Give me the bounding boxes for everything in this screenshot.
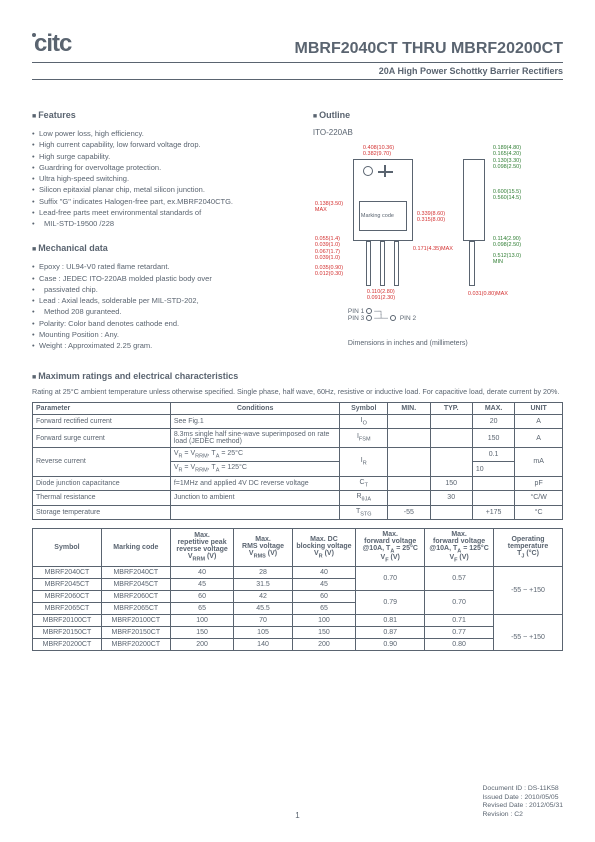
col-vrms: Max.RMS voltageVRMS (V) — [234, 528, 292, 566]
table-row: Forward surge current8.3ms single half s… — [33, 429, 563, 448]
col-vf125: Max.forward voltage@10A, TA = 125°CVF (V… — [425, 528, 494, 566]
marking-code-label: Marking code — [361, 213, 394, 219]
table-row: MBRF2060CTMBRF2060CT6042600.790.70 — [33, 590, 563, 602]
col-max: MAX. — [472, 402, 514, 414]
col-marking: Marking code — [101, 528, 170, 566]
doc-id: Document ID : DS-11K58 — [483, 785, 563, 794]
mech-item: Weight : Approximated 2.25 gram. — [32, 340, 303, 351]
col-min: MIN. — [388, 402, 430, 414]
table-row: MBRF2040CTMBRF2040CT4028400.700.57-55 ~ … — [33, 566, 563, 578]
package-label: ITO-220AB — [313, 128, 563, 137]
feature-item: Silicon epitaxial planar chip, metal sil… — [32, 184, 303, 195]
mech-item: Mounting Position : Any. — [32, 329, 303, 340]
mech-item: Epoxy : UL94-V0 rated flame retardant. — [32, 261, 303, 272]
subtitle: 20A High Power Schottky Barrier Rectifie… — [32, 63, 563, 80]
package-diagram: Marking code 0.408(10.36) 0.382(9.70) 0.… — [313, 141, 543, 336]
page-title: MBRF2040CT THRU MBRF20200CT — [295, 40, 564, 58]
logo: citc — [32, 30, 71, 58]
feature-item: High surge capability. — [32, 151, 303, 162]
feature-item: Guardring for overvoltage protection. — [32, 162, 303, 173]
mechanical-list: Epoxy : UL94-V0 rated flame retardant. C… — [32, 261, 303, 351]
table-row: Reverse currentVR = VRRM, TA = 25°CIR0.1… — [33, 448, 563, 462]
feature-item: Low power loss, high efficiency. — [32, 128, 303, 139]
pin1-label: PIN 1 — [348, 308, 364, 315]
outline-heading: Outline — [313, 110, 563, 120]
feature-item: Lead-free parts meet environmental stand… — [32, 207, 303, 218]
mech-item: Case : JEDEC ITO-220AB molded plastic bo… — [32, 273, 303, 284]
features-list: Low power loss, high efficiency. High cu… — [32, 128, 303, 229]
feature-item: MIL-STD-19500 /228 — [32, 218, 303, 229]
col-unit: UNIT — [515, 402, 563, 414]
table-row: MBRF20200CTMBRF20200CT2001402000.900.80 — [33, 638, 563, 650]
table-row: MBRF20150CTMBRF20150CT1501051500.870.77-… — [33, 626, 563, 638]
col-symbol: Symbol — [33, 528, 102, 566]
ratings-note: Rating at 25°C ambient temperature unles… — [32, 387, 563, 396]
col-tj: OperatingtemperatureTJ (°C) — [494, 528, 563, 566]
ratings-table: Parameter Conditions Symbol MIN. TYP. MA… — [32, 402, 563, 520]
issued-date: Issued Date : 2010/05/05 — [483, 794, 563, 803]
col-typ: TYP. — [430, 402, 472, 414]
col-conditions: Conditions — [170, 402, 340, 414]
ratings-heading: Maximum ratings and electrical character… — [32, 371, 563, 381]
col-vr: Max. DCblocking voltageVR (V) — [292, 528, 356, 566]
page-number: 1 — [295, 811, 299, 820]
col-vf25: Max.forward voltage@10A, TA = 25°CVF (V) — [356, 528, 425, 566]
features-heading: Features — [32, 110, 303, 120]
mech-item: passivated chip. — [32, 284, 303, 295]
table-row: Thermal resistanceJunction to ambientRθJ… — [33, 491, 563, 505]
feature-item: Suffix "G" indicates Halogen-free part, … — [32, 196, 303, 207]
dimension-note: Dimensions in inches and (millimeters) — [348, 340, 563, 347]
revision: Revision : C2 — [483, 811, 563, 820]
col-symbol: Symbol — [340, 402, 388, 414]
pin3-label: PIN 3 — [348, 315, 364, 322]
revised-date: Revised Date : 2012/05/31 — [483, 802, 563, 811]
mech-item: Lead : Axial leads, solderable per MIL-S… — [32, 295, 303, 306]
mechanical-heading: Mechanical data — [32, 243, 303, 253]
col-vrrm: Max.repetitive peakreverse voltageVRRM (… — [170, 528, 234, 566]
col-parameter: Parameter — [33, 402, 171, 414]
table-row: Storage temperatureTSTG-55+175°C — [33, 505, 563, 519]
footer-block: Document ID : DS-11K58 Issued Date : 201… — [483, 785, 563, 820]
mech-item: Method 208 guranteed. — [32, 306, 303, 317]
feature-item: Ultra high-speed switching. — [32, 173, 303, 184]
table-row: Diode junction capacitancef=1MHz and app… — [33, 476, 563, 490]
mech-item: Polarity: Color band denotes cathode end… — [32, 318, 303, 329]
pin2-label: PIN 2 — [400, 315, 416, 322]
table-row: Forward rectified currentSee Fig.1IO20A — [33, 414, 563, 428]
parts-table: Symbol Marking code Max.repetitive peakr… — [32, 528, 563, 651]
feature-item: High current capability, low forward vol… — [32, 139, 303, 150]
table-row: MBRF20100CTMBRF20100CT100701000.810.71 — [33, 614, 563, 626]
